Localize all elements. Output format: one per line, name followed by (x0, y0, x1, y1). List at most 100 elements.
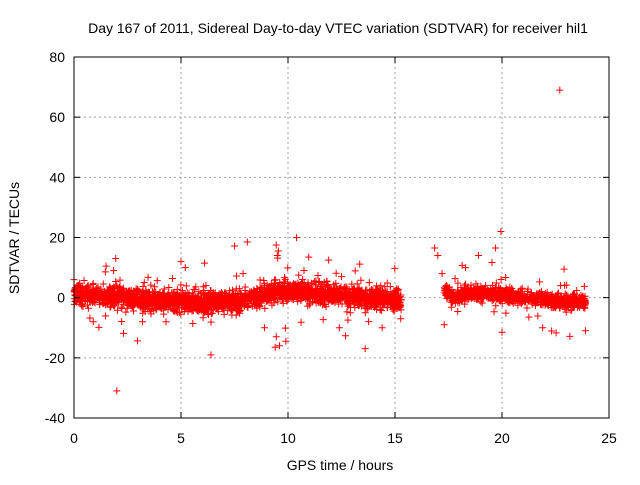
data-point (569, 299, 577, 307)
data-point (235, 308, 243, 316)
data-point (252, 300, 260, 308)
data-point (300, 266, 308, 274)
data-point (444, 289, 452, 297)
data-point (338, 273, 345, 281)
data-point (309, 289, 317, 297)
data-point (351, 267, 359, 275)
data-point (550, 303, 558, 311)
data-point (523, 288, 531, 296)
data-point (382, 296, 390, 304)
data-point (492, 289, 500, 297)
data-point (182, 282, 190, 290)
data-point (261, 282, 269, 290)
data-point (224, 307, 232, 315)
y-tick-label: -40 (45, 410, 65, 426)
data-point (238, 298, 246, 306)
data-point (273, 252, 281, 260)
data-point (275, 342, 283, 350)
data-point (474, 252, 482, 260)
data-point (189, 320, 197, 328)
data-point (258, 293, 266, 301)
data-point (171, 308, 179, 316)
data-point (305, 253, 313, 261)
data-point (87, 290, 95, 298)
data-point (133, 337, 141, 345)
data-point (531, 295, 539, 303)
data-point (336, 285, 344, 293)
data-point (139, 309, 147, 317)
data-point (141, 303, 149, 311)
data-point (440, 321, 448, 329)
data-point (148, 304, 156, 312)
data-point (108, 287, 116, 295)
data-point (195, 288, 203, 296)
data-point (357, 276, 365, 284)
data-point (106, 303, 114, 311)
data-point (317, 282, 325, 290)
data-point (502, 273, 510, 281)
data-point (227, 292, 235, 300)
data-point (295, 289, 303, 297)
x-tick-label: 5 (177, 430, 185, 446)
data-point (498, 328, 506, 336)
data-point (284, 264, 292, 272)
data-point (195, 307, 203, 315)
data-point (548, 327, 556, 335)
data-point (316, 292, 324, 300)
data-point (341, 293, 349, 301)
data-point (74, 282, 82, 290)
data-point (573, 303, 581, 311)
x-axis: 0 5 10 15 20 25 (70, 57, 617, 446)
data-point (463, 285, 471, 293)
data-point (116, 276, 124, 284)
data-point (478, 299, 486, 307)
data-point (274, 247, 282, 255)
data-point (484, 292, 492, 300)
data-point (192, 298, 200, 306)
data-point (467, 281, 475, 289)
data-point (220, 303, 228, 311)
y-axis-label: SDTVAR / TECUs (6, 182, 22, 294)
data-point (342, 286, 350, 294)
data-point (132, 290, 140, 298)
data-point (231, 242, 239, 250)
data-point (169, 275, 177, 283)
x-tick-label: 15 (387, 430, 403, 446)
y-tick-label: 80 (49, 49, 65, 65)
data-point (260, 276, 268, 284)
data-point (101, 268, 109, 276)
data-point (145, 291, 153, 299)
data-point (343, 283, 351, 291)
data-points (70, 86, 589, 395)
data-point (389, 306, 397, 314)
data-point (83, 291, 91, 299)
data-point (119, 329, 127, 337)
data-point (86, 314, 94, 322)
data-point (561, 290, 569, 298)
data-point (271, 276, 279, 284)
data-point (548, 290, 556, 298)
data-point (159, 290, 167, 298)
data-point (361, 294, 369, 302)
x-tick-label: 10 (280, 430, 296, 446)
data-point (84, 282, 92, 290)
data-point (130, 307, 138, 315)
data-point (185, 293, 193, 301)
data-point (552, 329, 560, 337)
data-point (475, 287, 483, 294)
data-point (124, 295, 132, 303)
data-point (179, 298, 187, 306)
data-point (539, 324, 547, 332)
data-point (126, 288, 134, 296)
data-point (228, 286, 236, 294)
data-point (134, 286, 142, 294)
data-point (192, 299, 200, 307)
data-point (144, 288, 152, 296)
data-point (563, 281, 571, 289)
data-point (307, 291, 315, 299)
data-point (288, 281, 296, 289)
data-point (114, 306, 122, 314)
data-point (205, 297, 213, 305)
data-point (487, 290, 495, 298)
